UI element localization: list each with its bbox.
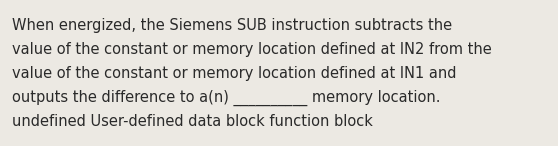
Text: undefined User-defined data block function block: undefined User-defined data block functi… — [12, 114, 373, 129]
Text: value of the constant or memory location defined at IN2 from the: value of the constant or memory location… — [12, 42, 492, 57]
Text: value of the constant or memory location defined at IN1 and: value of the constant or memory location… — [12, 66, 456, 81]
Text: outputs the difference to a(n) __________ memory location.: outputs the difference to a(n) _________… — [12, 90, 440, 106]
Text: When energized, the Siemens SUB instruction subtracts the: When energized, the Siemens SUB instruct… — [12, 18, 452, 33]
